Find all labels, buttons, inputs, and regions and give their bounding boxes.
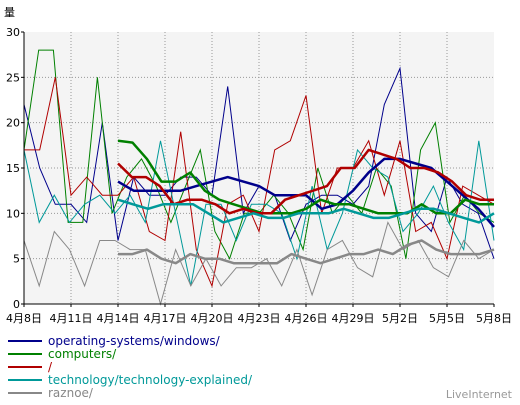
y-axis-label: 量 [4,6,15,19]
series-average-line [117,157,495,228]
legend-label: computers/ [48,347,117,361]
y-tick-label: 25 [6,71,20,84]
legend-item: technology/technology-explained/ [8,373,253,387]
legend-label: raznoe/ [48,386,94,400]
y-tick-label: 20 [6,117,20,130]
series-daily-line [23,140,495,287]
y-tick-label: 5 [13,253,20,266]
x-tick-label: 4月29日 [332,312,375,325]
y-tick-label: 0 [13,298,20,311]
x-tick-label: 4月8日 [6,312,42,325]
x-tick-label: 4月14日 [97,312,140,325]
x-tick-label: 4月17日 [144,312,187,325]
y-tick-label: 15 [6,162,20,175]
x-tick-label: 5月2日 [382,312,418,325]
legend-item: computers/ [8,347,117,361]
legend-item: raznoe/ [8,386,94,400]
series-average-line [117,148,494,215]
series-average-line [117,139,494,215]
y-axis: 0 5 10 15 20 25 30 [6,26,24,311]
x-tick-label: 5月8日 [476,312,512,325]
x-axis: 4月8日 4月11日 4月14日 4月17日 4月20日 4月23日 4月26日 4月29日 5… [6,304,512,325]
x-tick-label: 4月11日 [50,312,93,325]
legend-item: / [8,360,53,374]
x-tick-label: 4月20日 [191,312,234,325]
x-tick-label: 4月23日 [238,312,281,325]
y-tick-label: 30 [6,26,20,39]
series-average-line [117,198,495,224]
y-tick-label: 10 [6,207,20,220]
legend-label: operating-systems/windows/ [48,334,221,348]
x-tick-label: 5月5日 [429,312,465,325]
brand-label: LiveInternet [446,388,513,401]
x-tick-label: 4月26日 [285,312,328,325]
series-daily-line [24,77,495,288]
legend-item: operating-systems/windows/ [8,334,221,348]
legend: operating-systems/windows/computers//tec… [8,334,253,400]
plot-lines [23,49,495,306]
legend-label: technology/technology-explained/ [48,373,253,387]
legend-label: / [48,360,53,374]
series-average-line [118,239,495,265]
